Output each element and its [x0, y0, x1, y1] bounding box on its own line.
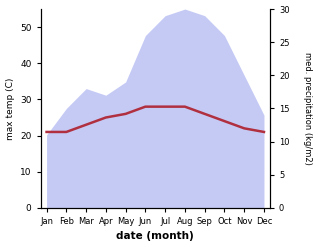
- Y-axis label: med. precipitation (kg/m2): med. precipitation (kg/m2): [303, 52, 313, 165]
- Y-axis label: max temp (C): max temp (C): [5, 77, 15, 140]
- X-axis label: date (month): date (month): [116, 231, 194, 242]
